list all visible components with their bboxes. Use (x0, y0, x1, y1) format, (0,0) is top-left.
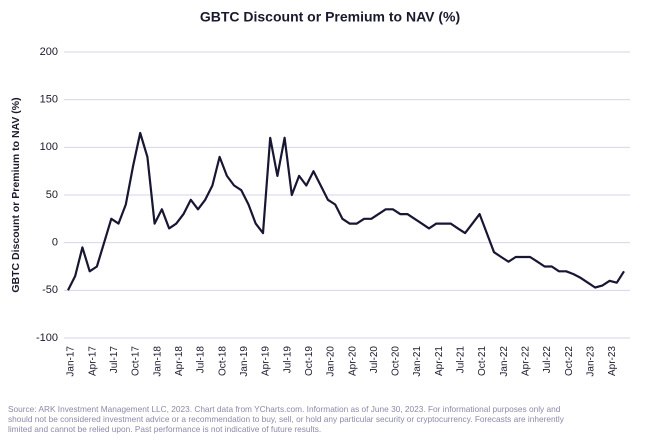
y-tick-label: 100 (40, 141, 58, 153)
x-tick-label: Jul-21 (456, 346, 467, 374)
x-tick-label: Jan-18 (152, 346, 163, 377)
chart-title: GBTC Discount or Premium to NAV (%) (200, 9, 460, 25)
data-line (67, 131, 625, 291)
x-tick-label: Oct-17 (131, 346, 142, 376)
y-tick-label: -100 (36, 332, 58, 344)
x-tick-label: Jul-18 (196, 346, 207, 374)
x-tick-label: Apr-19 (261, 346, 272, 376)
x-tick-label: Jan-19 (239, 346, 250, 377)
x-tick-label: Apr-23 (607, 346, 618, 376)
y-tick-label: 50 (46, 189, 58, 201)
x-tick-label: Jan-22 (499, 346, 510, 377)
x-tick-label: Apr-18 (174, 346, 185, 376)
x-tick-label: Oct-19 (304, 346, 315, 376)
x-tick-label: Apr-17 (87, 346, 98, 376)
x-tick-label: Oct-22 (564, 346, 575, 376)
x-tick-label: Oct-21 (477, 346, 488, 376)
x-tick-label: Apr-22 (521, 346, 532, 376)
y-axis-label: GBTC Discount or Premium to NAV (%) (10, 97, 22, 292)
x-tick-label: Jul-20 (369, 346, 380, 374)
x-tick-label: Jul-19 (282, 346, 293, 374)
x-tick-label: Apr-20 (347, 346, 358, 376)
x-tick-label: Jan-21 (412, 346, 423, 377)
x-tick-label: Jan-17 (66, 346, 77, 377)
x-tick-label: Oct-18 (217, 346, 228, 376)
x-tick-label: Jul-22 (542, 346, 553, 374)
x-tick-label: Jan-20 (326, 346, 337, 377)
y-tick-label: -50 (42, 284, 58, 296)
y-tick-label: 0 (52, 237, 58, 249)
source-note: should not be considered investment advi… (8, 414, 565, 424)
x-tick-label: Oct-20 (391, 346, 402, 376)
x-tick-label: Jul-17 (109, 346, 120, 374)
source-note: limited and cannot be relied upon. Past … (8, 424, 321, 434)
y-tick-label: 150 (40, 94, 58, 106)
x-tick-label: Apr-21 (434, 346, 445, 376)
x-tick-label: Jan-23 (586, 346, 597, 377)
y-tick-label: 200 (40, 46, 58, 58)
source-note: Source: ARK Investment Management LLC, 2… (8, 404, 561, 414)
